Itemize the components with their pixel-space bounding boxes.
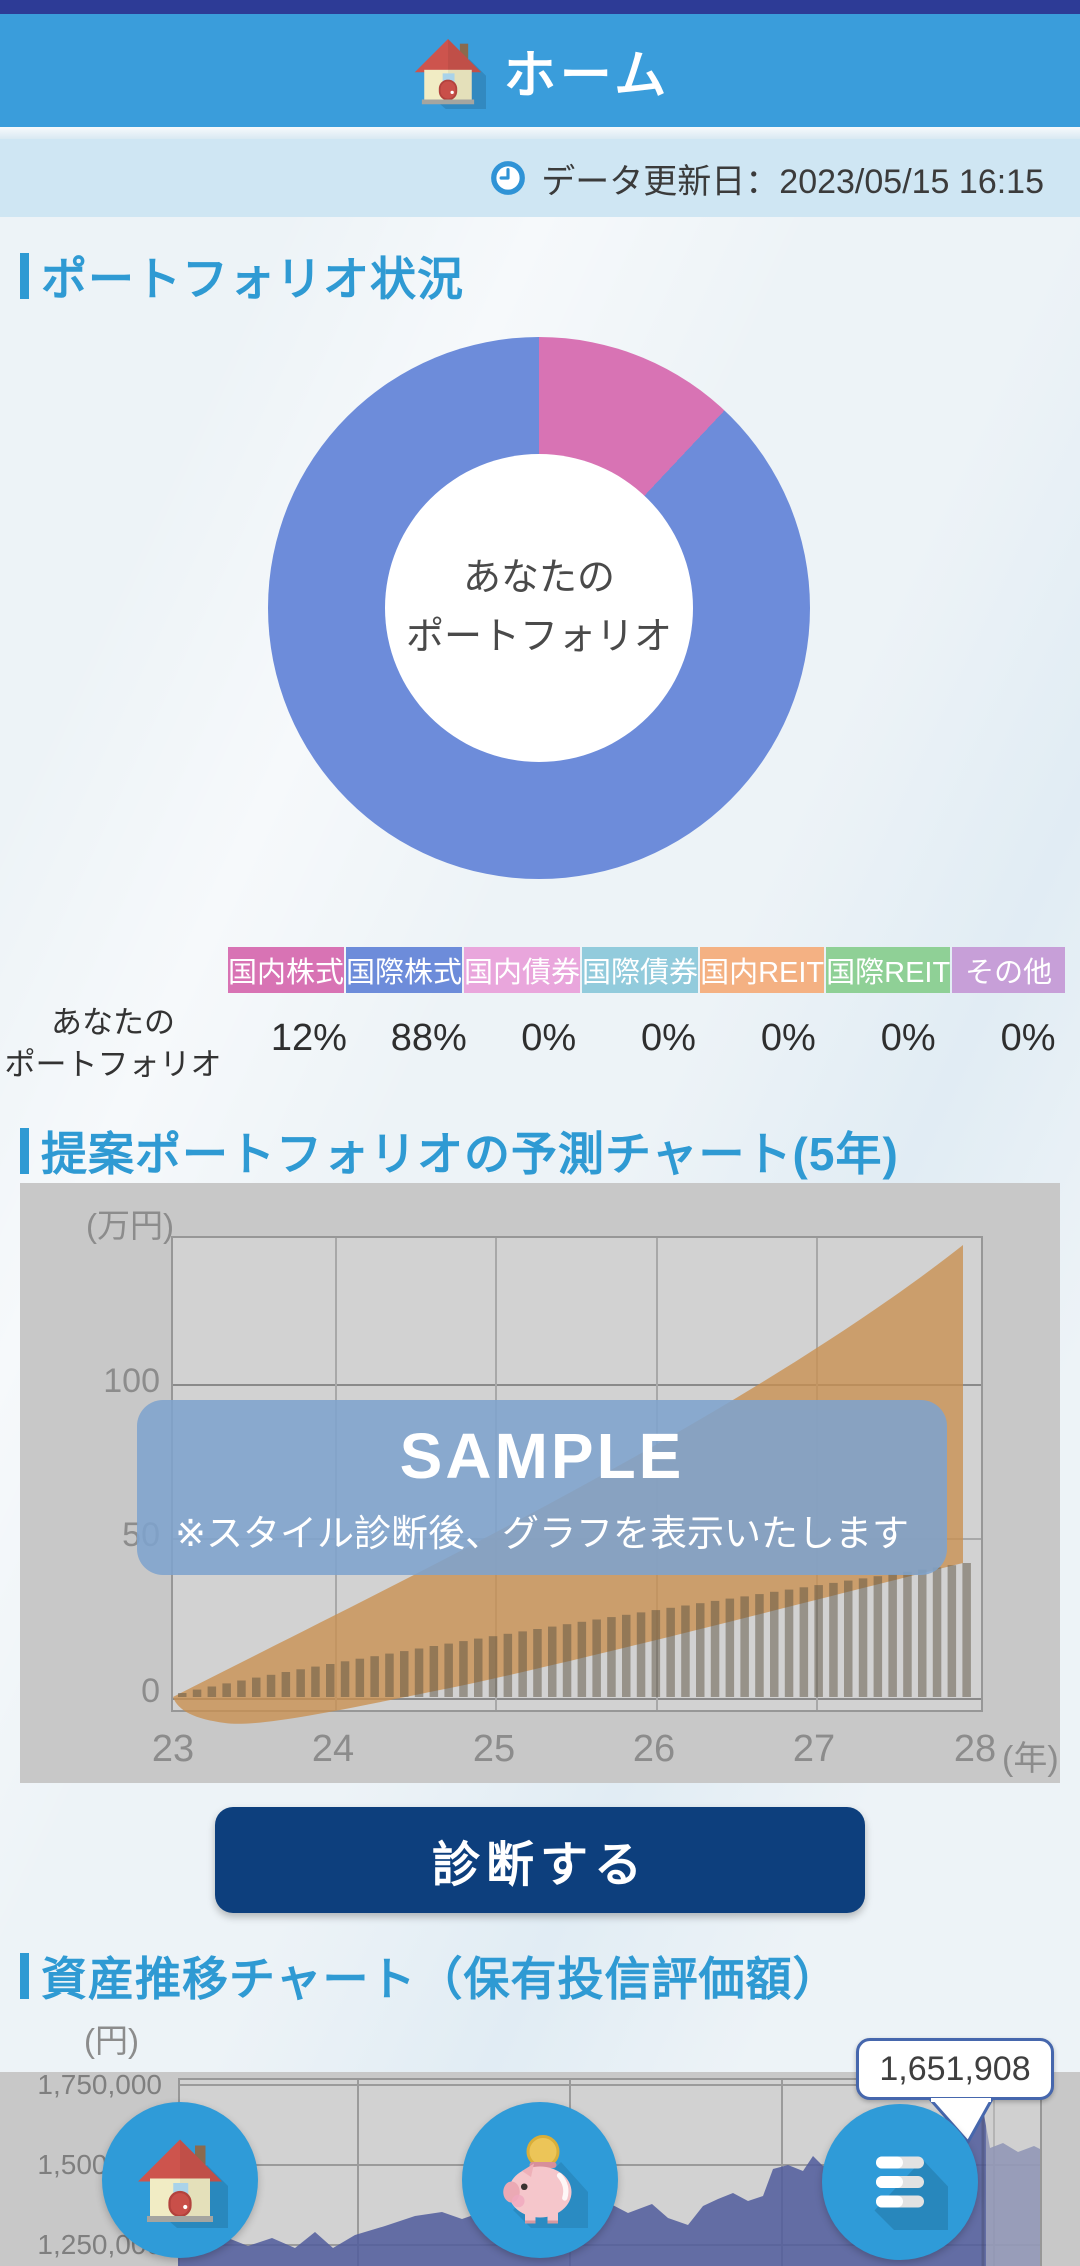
portfolio-section-header: ポートフォリオ状況 (20, 243, 464, 309)
asset-series-layer (178, 2080, 1040, 2266)
nav-savings-button[interactable] (462, 2102, 618, 2258)
diagnose-button[interactable]: 診断する (215, 1807, 865, 1913)
forecast-section-header: 提案ポートフォリオの予測チャート(5年) (20, 1118, 899, 1184)
asset-area-series (178, 2106, 1040, 2266)
allocation-value-cell: 88% (390, 1016, 467, 1059)
forecast-x-tick-label: 25 (472, 1728, 516, 1770)
allocation-header-cell: 国内債券 (464, 947, 581, 993)
donut-center-line1: あなたの (462, 557, 615, 600)
app-header: ホーム (0, 14, 1080, 127)
allocation-header-cell: 国内REIT (700, 947, 825, 993)
forecast-x-tick-label: 23 (151, 1728, 195, 1770)
clock-icon (489, 159, 527, 197)
header-divider (0, 127, 1080, 139)
donut-center-label: あなたの ポートフォリオ (385, 454, 693, 762)
sample-overlay-note: ※スタイル診断後、グラフを表示いたします (174, 1512, 909, 1554)
allocation-value-cell: 0% (641, 1016, 696, 1059)
value-tooltip: 1,651,908 (856, 2038, 1054, 2100)
home-icon (132, 2132, 228, 2228)
forecast-x-tick-label: 28 (953, 1728, 997, 1770)
donut-center-line2: ポートフォリオ (405, 616, 672, 658)
forecast-fan-area (173, 1245, 963, 1724)
sample-overlay-title: SAMPLE (399, 1419, 685, 1492)
allocation-value-cell: 12% (270, 1016, 347, 1059)
title-bar-accent (20, 1953, 29, 1999)
allocation-row-label: あなたの ポートフォリオ (4, 1005, 222, 1082)
allocation-header-cell: 国内株式 (228, 947, 345, 993)
allocation-header-cell: その他 (952, 947, 1065, 993)
allocation-value-cell: 0% (1000, 1016, 1056, 1059)
gridline (173, 1384, 981, 1386)
gridline (173, 1698, 981, 1700)
nav-menu-button[interactable] (822, 2104, 978, 2260)
forecast-x-tick-label: 26 (632, 1728, 676, 1770)
title-bar-accent (20, 1128, 29, 1174)
forecast-x-unit: (年) (1002, 1740, 1059, 1778)
allocation-value-cell: 0% (760, 1016, 816, 1059)
portfolio-donut-chart: あなたの ポートフォリオ (268, 337, 810, 879)
forecast-bars (178, 1563, 971, 1697)
asset-section-header: 資産推移チャート（保有投信評価額） (20, 1943, 840, 2009)
sample-overlay: SAMPLE ※スタイル診断後、グラフを表示いたします (137, 1400, 947, 1575)
asset-future-mask (986, 2080, 1040, 2266)
allocation-header-row: 国内株式 国際株式 国内債券 国際債券 国内REIT 国際REIT その他 (228, 947, 1065, 993)
asset-section-title: 資産推移チャート（保有投信評価額） (41, 1953, 840, 2005)
portfolio-section-title: ポートフォリオ状況 (41, 253, 464, 305)
allocation-header-cell: 国際債券 (582, 947, 699, 993)
data-update-label: データ更新日：2023/05/15 16:15 (541, 162, 1044, 201)
gridline (357, 2080, 359, 2266)
forecast-y-unit: (万円) (86, 1207, 174, 1244)
allocation-header-cell: 国際REIT (826, 947, 951, 993)
tooltip-value: 1,651,908 (879, 2049, 1031, 2088)
forecast-x-tick-label: 27 (792, 1728, 836, 1770)
gridline (180, 2084, 1040, 2086)
page-title: ホーム (503, 47, 671, 105)
piggy-bank-icon (492, 2132, 588, 2228)
allocation-value-cell: 0% (521, 1016, 577, 1059)
forecast-series-layer (173, 1245, 971, 1724)
status-bar (0, 0, 1080, 14)
allocation-value-row: 12% 88% 0% 0% 0% 0% 0% (250, 1014, 1080, 1062)
house-icon (410, 33, 486, 109)
allocation-value-cell: 0% (880, 1016, 936, 1059)
title-bar-accent (20, 253, 29, 299)
menu-icon (852, 2134, 948, 2230)
asset-y-unit: (円) (84, 2022, 139, 2059)
nav-home-button[interactable] (102, 2102, 258, 2258)
allocation-header-cell: 国際株式 (346, 947, 463, 993)
forecast-y-tick-label: 0 (141, 1672, 160, 1710)
asset-y-tick-label: 1,750,000 (37, 2069, 162, 2100)
forecast-x-tick-label: 24 (311, 1728, 355, 1770)
data-update-bar: データ更新日：2023/05/15 16:15 (0, 139, 1080, 217)
forecast-section-title: 提案ポートフォリオの予測チャート(5年) (41, 1128, 899, 1180)
forecast-y-tick-label: 100 (103, 1362, 160, 1400)
